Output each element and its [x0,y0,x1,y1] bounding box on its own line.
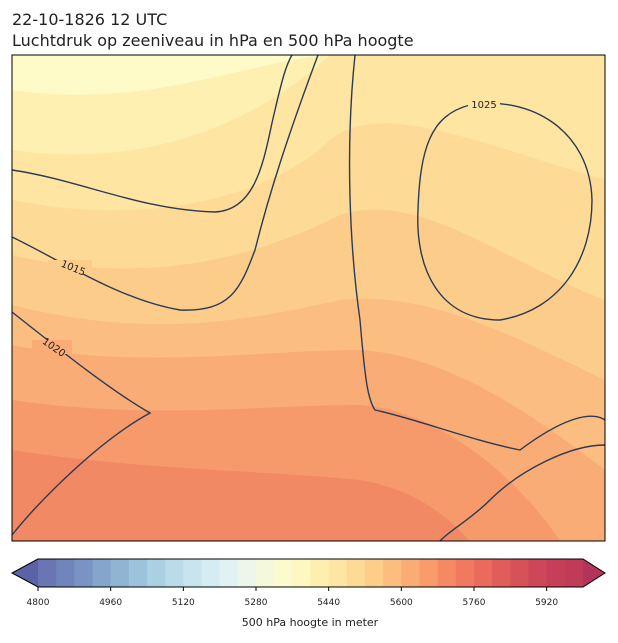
colorbar-segment [292,559,311,587]
colorbar-label: 500 hPa hoogte in meter [242,616,379,629]
height-band [12,450,470,541]
colorbar-segment [510,559,529,587]
colorbar-tick-label: 5600 [390,598,413,608]
colorbar-segment [219,559,239,587]
colorbar-segment [256,559,275,587]
colorbar-segment [383,559,402,587]
colorbar-segment [492,559,511,587]
title: Luchtdruk op zeeniveau in hPa en 500 hPa… [12,31,414,50]
colorbar-outline [10,558,606,588]
colorbar-extend [583,559,605,587]
colorbar-segment [128,559,148,587]
colorbar-tick-label: 5920 [535,598,558,608]
colorbar-segment [165,559,184,587]
colorbar-segment [183,559,202,587]
isobar-label-bg [48,260,92,274]
colorbar-segment [346,559,366,587]
colorbar: 4800 4960 5120 5280 5440 5600 5760 5920 [10,558,606,608]
colorbar-tick-label: 4960 [99,598,122,608]
isobar [417,102,593,321]
colorbar-tick-label: 5280 [245,598,268,608]
colorbar-segment [528,559,548,587]
isobar [348,55,605,451]
isobar [439,444,605,541]
colorbar-segment [92,559,112,587]
isobar-label: 1025 [471,100,496,111]
colorbar-extend [12,559,38,587]
colorbar-tick-label: 4800 [27,598,50,608]
map-frame [11,54,606,542]
colorbar-segment [474,559,493,587]
colorbar-segment [419,559,439,587]
isobar [12,55,319,311]
isobar-label-bg [468,98,500,111]
colorbar-segment [328,559,348,587]
colorbar-segment [237,559,257,587]
colorbar-segment [38,559,57,587]
colorbar-segment [564,559,584,587]
colorbar-segment [455,559,475,587]
colorbar-segment [274,559,293,587]
colorbar-tick-label: 5120 [172,598,195,608]
colorbar-segment [401,559,420,587]
colorbar-segment [310,559,330,587]
colorbar-tick-label: 5760 [463,598,486,608]
isobar [12,55,293,213]
colorbar-segment [56,559,75,587]
colorbar-segment [437,559,457,587]
colorbar-segment [147,559,166,587]
colorbar-segment [365,559,384,587]
title-time: 22-10-1826 12 UTC [12,10,167,29]
colorbar-segment [546,559,566,587]
colorbar-segment [201,559,221,587]
map: 1015 1020 1025 [12,55,605,541]
colorbar-segment [74,559,93,587]
colorbar-tick-label: 5440 [317,598,340,608]
colorbar-segment [110,559,130,587]
isobar-label-bg [32,340,72,354]
